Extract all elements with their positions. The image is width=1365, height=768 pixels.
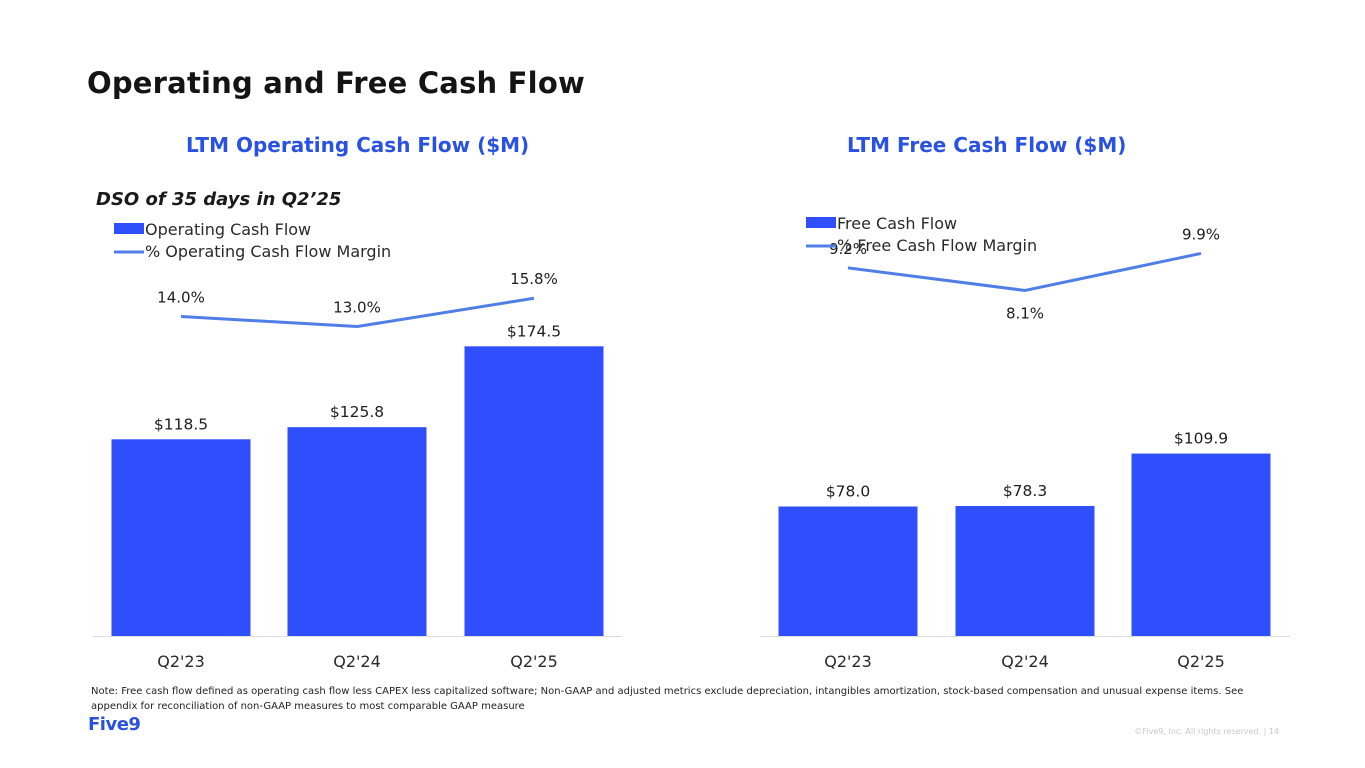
ocf-tick-label-0: Q2'23 — [157, 652, 205, 671]
fcf-tick-label-0: Q2'23 — [824, 652, 872, 671]
ocf-margin-label-2: 15.8% — [510, 270, 558, 288]
fcf-bar-label-2: $109.9 — [1174, 430, 1228, 448]
ocf-bar-label-1: $125.8 — [330, 403, 384, 421]
free-cash-flow-chart-title: LTM Free Cash Flow ($M) — [847, 133, 1127, 157]
fcf-tick-label-2: Q2'25 — [1177, 652, 1225, 671]
ocf-bar-label-0: $118.5 — [154, 415, 208, 433]
ocf-bar-label-2: $174.5 — [507, 322, 561, 340]
operating-cash-flow-chart: $118.5 $125.8 $174.5 Q2'23 Q2'24 Q2'25 14.0% 13… — [93, 220, 622, 671]
fcf-tick-label-1: Q2'24 — [1001, 652, 1049, 671]
ocf-margin-line — [180, 296, 535, 329]
fcf-bar-label-1: $78.3 — [1003, 482, 1047, 500]
fcf-margin-line — [847, 251, 1202, 292]
ocf-margin-label-0: 14.0% — [157, 288, 205, 306]
footnote: Note: Free cash flow defined as operatin… — [91, 686, 1244, 712]
dso-note: DSO of 35 days in Q2’25 — [96, 189, 342, 210]
ocf-legend-line-label: % Operating Cash Flow Margin — [145, 242, 391, 261]
ocf-legend-bar-label: Operating Cash Flow — [145, 220, 311, 239]
copyright: ©Five9, Inc. All rights reserved. | 14 — [1134, 727, 1279, 736]
fcf-bar-1 — [955, 506, 1095, 636]
fcf-bar-0 — [778, 506, 918, 636]
fcf-margin-label-2: 9.9% — [1182, 225, 1220, 243]
ocf-tick-label-2: Q2'25 — [510, 652, 558, 671]
fcf-bar-2 — [1131, 453, 1271, 636]
fcf-margin-label-1: 8.1% — [1006, 304, 1044, 322]
ocf-tick-label-1: Q2'24 — [333, 652, 381, 671]
ocf-bar-0 — [111, 439, 251, 636]
ocf-legend-bar-swatch — [114, 223, 144, 234]
page-title: Operating and Free Cash Flow — [87, 66, 585, 100]
ocf-bar-2 — [464, 346, 604, 636]
fcf-bar-label-0: $78.0 — [826, 483, 870, 501]
fcf-legend-line-label: % Free Cash Flow Margin — [837, 236, 1037, 255]
ocf-margin-label-1: 13.0% — [333, 299, 381, 317]
operating-cash-flow-chart-title: LTM Operating Cash Flow ($M) — [186, 133, 530, 157]
ocf-bar-1 — [287, 427, 427, 636]
fcf-legend-bar-swatch — [806, 217, 836, 228]
fcf-margin-label-0: 9.2% — [829, 240, 867, 258]
five9-logo: Five9 — [88, 714, 141, 735]
fcf-legend-bar-label: Free Cash Flow — [837, 214, 957, 233]
